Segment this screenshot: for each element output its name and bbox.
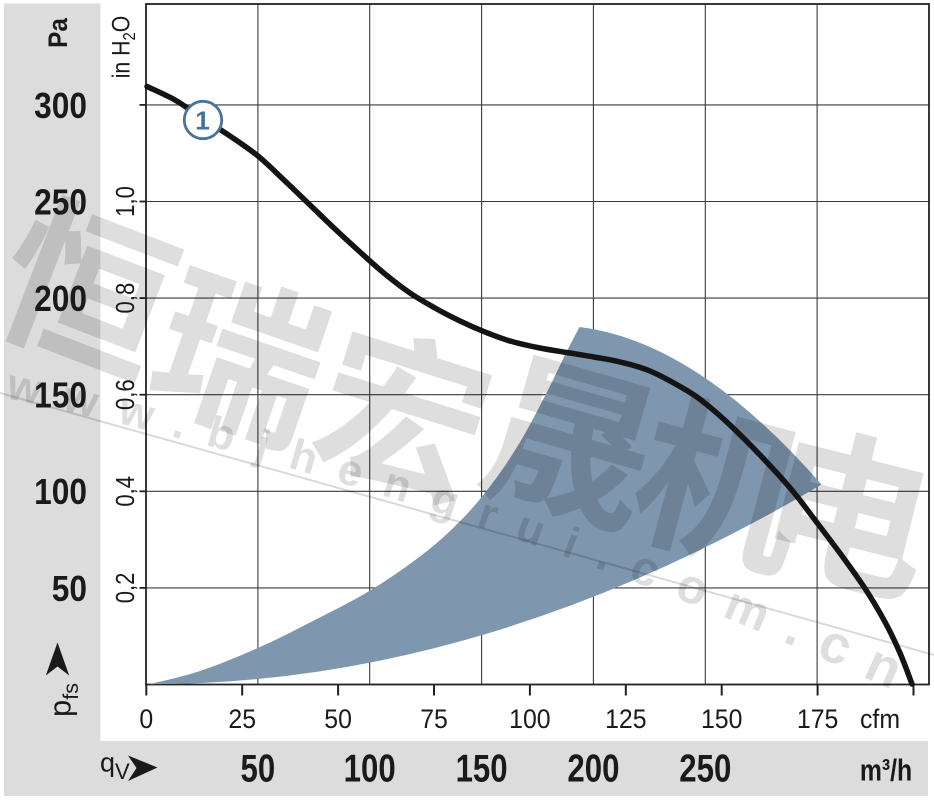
svg-text:300: 300	[34, 86, 87, 126]
svg-text:50: 50	[52, 569, 87, 609]
svg-text:150: 150	[701, 705, 742, 734]
svg-text:25: 25	[228, 705, 256, 734]
svg-text:1,0: 1,0	[111, 186, 140, 217]
svg-text:0: 0	[139, 705, 153, 734]
svg-text:0,2: 0,2	[111, 573, 140, 604]
svg-text:cfm: cfm	[860, 705, 900, 734]
svg-text:250: 250	[34, 183, 87, 223]
svg-text:150: 150	[456, 747, 508, 790]
svg-text:100: 100	[34, 472, 87, 512]
svg-text:125: 125	[605, 705, 646, 734]
svg-text:75: 75	[420, 705, 448, 734]
svg-text:200: 200	[567, 747, 619, 790]
svg-text:200: 200	[34, 279, 87, 319]
svg-text:in H2O: in H2O	[107, 16, 139, 79]
svg-text:Pa: Pa	[44, 17, 73, 47]
svg-text:150: 150	[34, 376, 87, 416]
svg-text:100: 100	[344, 747, 396, 790]
svg-text:0,8: 0,8	[111, 283, 140, 314]
svg-text:0,6: 0,6	[111, 379, 140, 410]
svg-text:175: 175	[797, 705, 838, 734]
svg-text:1: 1	[195, 105, 209, 135]
svg-text:100: 100	[509, 705, 550, 734]
svg-text:m³/h: m³/h	[860, 753, 912, 787]
svg-text:250: 250	[679, 747, 731, 790]
svg-text:50: 50	[324, 705, 352, 734]
svg-text:0,4: 0,4	[111, 476, 140, 507]
svg-text:50: 50	[241, 747, 276, 790]
